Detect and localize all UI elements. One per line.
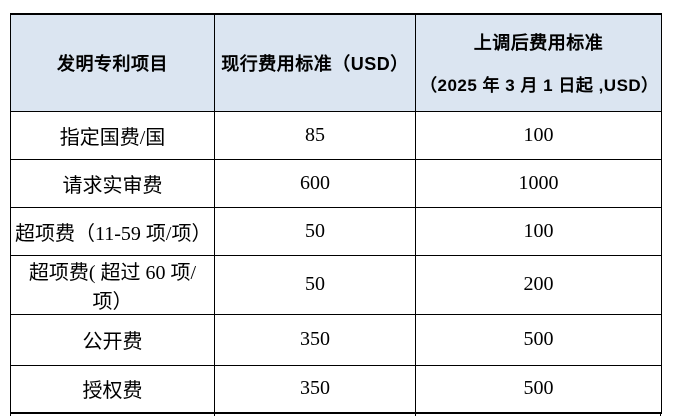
fee-item-label: 授权费 — [10, 364, 215, 414]
current-fee-value: 350 — [214, 313, 416, 366]
new-fee-value: 500 — [415, 313, 662, 366]
table-row: 超项费（11-59 项/项） 50 100 — [10, 206, 662, 256]
col-header-new-fee-title: 上调后费用标准 — [473, 33, 604, 54]
new-fee-value: 500 — [415, 364, 662, 414]
table-row: 超项费( 超过 60 项/项） 50 200 — [10, 254, 662, 315]
table-row: 授权费 350 500 — [10, 364, 662, 414]
cutoff-cell-border — [10, 414, 214, 416]
current-fee-value: 85 — [214, 110, 416, 160]
table-row: 指定国费/国 85 100 — [10, 110, 662, 160]
patent-fee-table: 发明专利项目 现行费用标准（USD） 上调后费用标准 （2025 年 3 月 1… — [10, 13, 662, 414]
header-row: 发明专利项目 现行费用标准（USD） 上调后费用标准 （2025 年 3 月 1… — [10, 13, 662, 112]
current-fee-value: 50 — [214, 254, 416, 315]
new-fee-value: 100 — [415, 110, 662, 160]
fee-item-label: 请求实审费 — [10, 158, 215, 208]
fee-item-label: 超项费（11-59 项/项） — [10, 206, 215, 256]
col-header-current-fee: 现行费用标准（USD） — [214, 13, 416, 112]
cutoff-cell-border — [214, 414, 415, 416]
current-fee-value: 600 — [214, 158, 416, 208]
new-fee-value: 200 — [415, 254, 662, 315]
current-fee-value: 50 — [214, 206, 416, 256]
cutoff-row-stub — [10, 414, 661, 416]
cutoff-cell-border — [415, 414, 661, 416]
table-row: 请求实审费 600 1000 — [10, 158, 662, 208]
table-header: 发明专利项目 现行费用标准（USD） 上调后费用标准 （2025 年 3 月 1… — [10, 13, 662, 112]
col-header-item: 发明专利项目 — [10, 13, 215, 112]
fee-item-label: 超项费( 超过 60 项/项） — [10, 254, 215, 315]
new-fee-value: 100 — [415, 206, 662, 256]
table-row: 公开费 350 500 — [10, 313, 662, 366]
new-fee-value: 1000 — [415, 158, 662, 208]
fee-item-label: 公开费 — [10, 313, 215, 366]
fee-item-label: 指定国费/国 — [10, 110, 215, 160]
col-header-new-fee-effective-date: （2025 年 3 月 1 日起 ,USD） — [420, 76, 659, 96]
current-fee-value: 350 — [214, 364, 416, 414]
table-body: 指定国费/国 85 100 请求实审费 600 1000 超项费（11-59 项… — [10, 110, 662, 414]
col-header-new-fee: 上调后费用标准 （2025 年 3 月 1 日起 ,USD） — [415, 13, 662, 112]
